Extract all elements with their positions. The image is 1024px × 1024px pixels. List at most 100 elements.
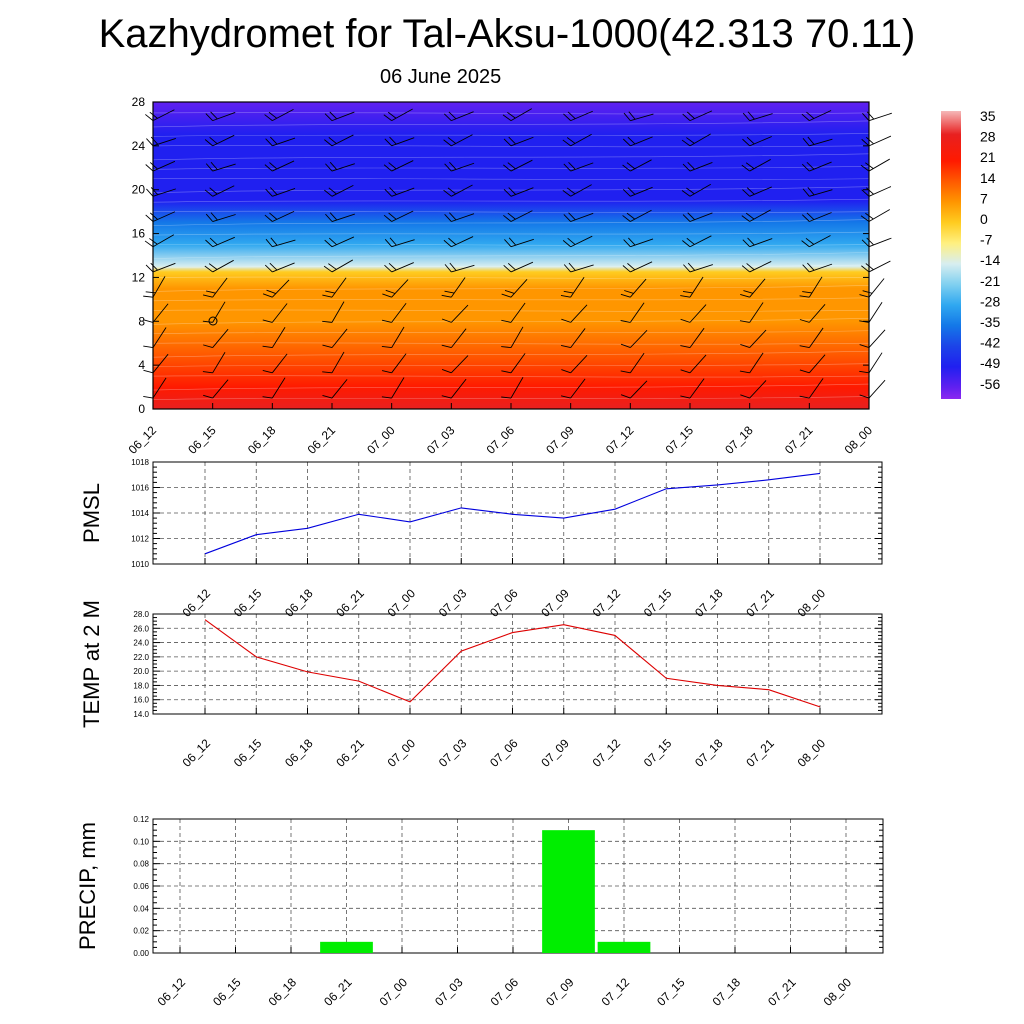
- y-tick-label: 24.0: [133, 639, 149, 648]
- colorbar-label: -56: [980, 376, 1000, 392]
- wind-barb: [204, 185, 235, 197]
- date-label: 06 June 2025: [380, 66, 502, 88]
- wind-barb: [381, 353, 407, 374]
- x-tick-label: 06_21: [333, 586, 367, 620]
- wind-barb: [444, 161, 475, 172]
- y-tick-label: 0.06: [133, 882, 149, 891]
- contour-line: [152, 186, 870, 194]
- wind-barb: [444, 212, 475, 222]
- wind-barb: [382, 279, 409, 298]
- wind-barb: [739, 352, 764, 374]
- wind-barb: [680, 327, 705, 349]
- y-tick-label: 18.0: [133, 681, 149, 690]
- wind-barb: [501, 279, 528, 298]
- x-tick-label: 07_21: [782, 423, 816, 457]
- wind-barb: [740, 380, 767, 399]
- contour-line: [152, 396, 870, 400]
- wind-barb: [740, 329, 767, 349]
- y-tick-label: 0.12: [133, 815, 149, 824]
- wind-barb: [740, 278, 766, 298]
- temp-panel: 14.0 16.0 18.0 20.0 22.0 24.0 26.0 28.0 06_12 06_…: [79, 600, 883, 770]
- wind-barb: [441, 355, 469, 374]
- wind-barb: [443, 111, 474, 122]
- wind-barb: [265, 237, 296, 248]
- x-tick-label: 06_15: [185, 423, 219, 457]
- wind-barb: [799, 303, 826, 323]
- wind-barb: [205, 236, 235, 248]
- y-tick-label: 0: [138, 402, 145, 416]
- wind-barb: [441, 304, 469, 323]
- wind-barb: [441, 277, 466, 298]
- wind-barb: [862, 111, 892, 122]
- y-tick-label: 24: [132, 139, 146, 153]
- wind-barb: [620, 330, 648, 349]
- contour-line: [152, 165, 870, 170]
- wind-barb: [683, 262, 713, 273]
- wind-barb: [202, 301, 226, 323]
- wind-barb: [323, 259, 354, 273]
- wind-barb: [560, 277, 585, 298]
- x-tick-label: 07_09: [538, 736, 572, 770]
- x-tick-label: 07_21: [743, 736, 777, 770]
- plot-frame: [152, 461, 883, 565]
- wind-barb: [680, 276, 704, 298]
- colorbar-scale: [941, 111, 961, 399]
- y-tick-label: 0.02: [133, 927, 149, 936]
- contour-line: [152, 350, 870, 358]
- colorbar-label: -7: [980, 232, 993, 248]
- wind-barb: [620, 380, 648, 399]
- wind-barb: [381, 377, 405, 399]
- wind-barb: [681, 183, 712, 197]
- contour-line: [152, 120, 870, 128]
- wind-barb: [265, 187, 296, 197]
- wind-barb: [204, 134, 235, 147]
- colorbar-label: -35: [980, 314, 1000, 330]
- wind-barb: [504, 237, 534, 248]
- wind-barb: [799, 327, 824, 349]
- wind-barb: [262, 327, 286, 349]
- y-tick-label: 8: [138, 314, 145, 328]
- wind-barb: [262, 377, 286, 399]
- wind-barb: [203, 328, 229, 349]
- wind-barb: [620, 302, 645, 323]
- wind-barb: [563, 110, 593, 122]
- colorbar-label: -42: [980, 335, 1000, 351]
- wind-barb: [741, 209, 771, 222]
- wind-barb: [739, 302, 764, 323]
- wind-barb: [742, 237, 773, 248]
- contour-line: [152, 285, 870, 292]
- contour-line: [152, 264, 870, 269]
- wind-barb: [799, 276, 823, 298]
- contour-line: [152, 375, 870, 378]
- wind-barb: [322, 277, 347, 298]
- x-tick-label: 07_00: [364, 423, 398, 457]
- wind-barb: [202, 352, 226, 374]
- wind-barb: [205, 212, 236, 222]
- contour-line: [152, 276, 870, 279]
- wind-barb: [205, 161, 236, 172]
- x-tick-label: 06_12: [180, 736, 214, 770]
- wind-barb: [622, 136, 653, 147]
- wind-barb: [262, 279, 290, 298]
- wind-barb: [503, 136, 534, 147]
- contour-line: [152, 133, 870, 137]
- y-tick-label: 0.10: [133, 837, 149, 846]
- x-tick-label: 07_06: [487, 586, 521, 620]
- wind-barb: [742, 186, 772, 197]
- wind-barb: [384, 136, 415, 147]
- wind-barb: [562, 184, 592, 197]
- x-tick-label: 07_00: [385, 586, 419, 620]
- colorbar-label: 0: [980, 211, 988, 227]
- wind-barb: [562, 235, 593, 248]
- wind-barb: [143, 276, 166, 298]
- wind-barb: [623, 111, 654, 122]
- x-tick-label: 07_12: [590, 736, 624, 770]
- x-tick-label: 07_03: [424, 423, 458, 457]
- x-tick-label: 07_18: [710, 975, 744, 1009]
- wind-barb: [325, 161, 355, 172]
- wind-barb: [145, 211, 176, 222]
- wind-barb: [384, 237, 415, 248]
- wind-barb: [501, 353, 526, 374]
- x-tick-label: 07_18: [692, 586, 726, 620]
- wind-barb: [324, 111, 355, 122]
